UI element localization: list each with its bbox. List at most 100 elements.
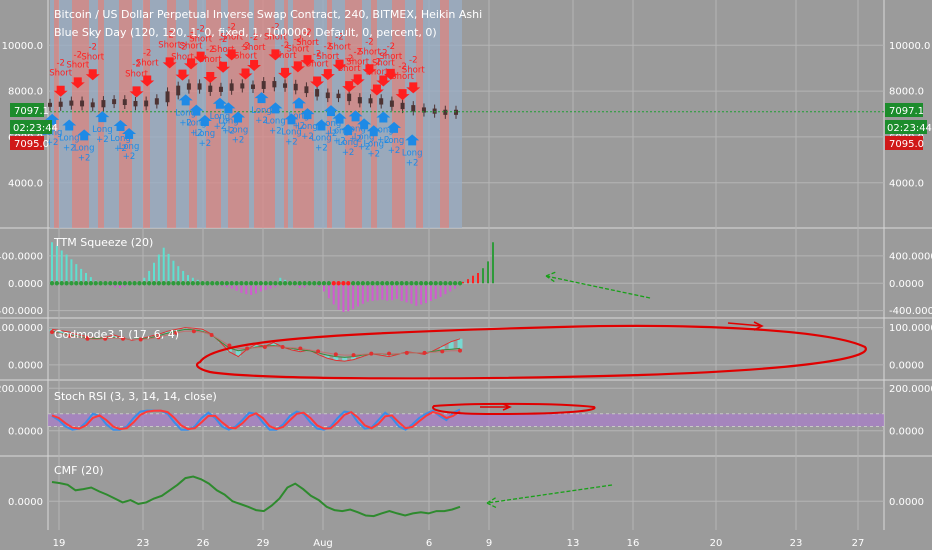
squeeze-dot	[122, 281, 128, 286]
long-signal-arrow	[314, 119, 329, 131]
y-tick-label-left: 0.0000	[8, 426, 43, 437]
price-badge-left	[10, 103, 44, 117]
long-signal-arrow	[113, 120, 128, 131]
squeeze-dot	[78, 281, 84, 286]
short-signal-arrow	[369, 84, 384, 96]
long-signal-arrow	[268, 102, 283, 114]
short-signal-arrow	[247, 59, 262, 71]
squeeze-dot	[69, 281, 74, 286]
godmode-dot	[387, 351, 392, 356]
candle-body	[421, 107, 426, 113]
long-signal-value: +2	[342, 148, 355, 158]
candle-body	[443, 109, 448, 115]
x-tick-label: 16	[627, 538, 640, 549]
squeeze-dot	[428, 281, 434, 286]
candle-body	[69, 100, 74, 106]
candle-body	[218, 86, 223, 92]
squeeze-dot	[307, 281, 312, 286]
squeeze-dot	[268, 281, 273, 286]
annotation-arrow-ttm	[545, 271, 651, 299]
short-signal-label: Short	[158, 40, 181, 50]
price-label-right: 7097.1	[889, 106, 924, 117]
x-tick-label: Aug	[313, 538, 333, 549]
long-signal-arrow	[405, 134, 420, 146]
red-band	[54, 0, 59, 228]
blue-band	[449, 0, 455, 228]
candle-body	[165, 91, 170, 103]
time-badge-right	[885, 120, 927, 134]
long-signal-value: +2	[406, 158, 419, 168]
godmode-dot	[227, 343, 232, 348]
squeeze-dot	[205, 281, 210, 286]
candle-body	[122, 99, 127, 105]
godmode-series-line	[51, 330, 460, 356]
short-signal-value: -2	[196, 25, 204, 35]
blue-band	[362, 0, 366, 228]
blue-band	[150, 0, 158, 228]
candle-body	[176, 85, 181, 96]
godmode-dot	[120, 336, 125, 341]
long-signal-arrow	[77, 129, 92, 141]
price-chart-subtitle: Blue Sky Day (120, 120, 1, 0, fixed, 1, …	[54, 26, 437, 39]
squeeze-dot	[49, 281, 55, 286]
candle-body	[411, 105, 416, 112]
time-label-right: 02:23:44	[887, 123, 932, 134]
squeeze-dot	[248, 281, 254, 286]
squeeze-dot	[180, 281, 186, 286]
godmode-dot	[209, 333, 214, 338]
squeeze-dot	[88, 281, 94, 286]
squeeze-dot	[443, 281, 448, 286]
long-signal-value: +2	[78, 153, 91, 163]
squeeze-dot	[156, 281, 162, 286]
squeeze-dot	[117, 281, 123, 286]
candle-body	[261, 81, 266, 89]
short-signal-label: Short	[372, 59, 395, 69]
short-signal-value: -2	[373, 58, 381, 68]
squeeze-dot	[282, 281, 288, 286]
short-signal-value: -2	[398, 62, 406, 72]
short-signal-value: -2	[281, 41, 289, 51]
candle-body	[272, 81, 277, 88]
squeeze-dot	[418, 281, 424, 286]
squeeze-dot	[54, 281, 60, 286]
long-signal-arrow	[357, 118, 372, 130]
blue-band	[104, 0, 111, 228]
y-tick-label-left: 0.0000	[8, 360, 43, 371]
blue-band	[182, 0, 189, 228]
godmode-dot	[440, 349, 445, 354]
long-signal-arrow	[348, 110, 363, 122]
squeeze-dot	[336, 281, 341, 286]
short-signal-label: Short	[338, 64, 361, 74]
annotation-arrow-cmf	[486, 484, 613, 509]
squeeze-dot	[346, 281, 351, 286]
candle-body	[101, 100, 106, 108]
candle-body	[368, 98, 373, 104]
candle-body	[154, 98, 159, 105]
squeeze-dot	[350, 281, 356, 286]
short-signal-value: -2	[143, 49, 151, 59]
y-tick-label-left: 200.0000	[0, 384, 43, 395]
squeeze-dot	[244, 281, 249, 286]
squeeze-dot	[394, 281, 400, 286]
godmode-dot	[280, 344, 285, 349]
short-signal-arrow	[184, 58, 199, 70]
squeeze-dot	[409, 281, 414, 286]
short-signal-value: -2	[271, 22, 279, 32]
x-tick-label: 20	[710, 538, 723, 549]
short-signal-value: -2	[74, 50, 82, 60]
short-signal-label: Short	[212, 45, 235, 55]
long-signal-value: +2	[333, 137, 346, 147]
squeeze-dot	[108, 281, 113, 286]
squeeze-dot	[214, 281, 220, 286]
blue-band	[338, 0, 345, 228]
long-signal-arrow	[212, 97, 227, 109]
y-tick-label-left: 100.0000	[0, 323, 43, 334]
short-signal-arrow	[224, 49, 239, 61]
y-tick-label-right: 400.0000	[889, 251, 932, 262]
short-signal-arrow	[310, 76, 325, 88]
squeeze-dot	[74, 281, 79, 286]
long-signal-label: Long	[289, 111, 310, 121]
y-tick-label-right: 100.0000	[889, 323, 932, 334]
y-tick-label-left: -400.0000	[0, 306, 43, 317]
